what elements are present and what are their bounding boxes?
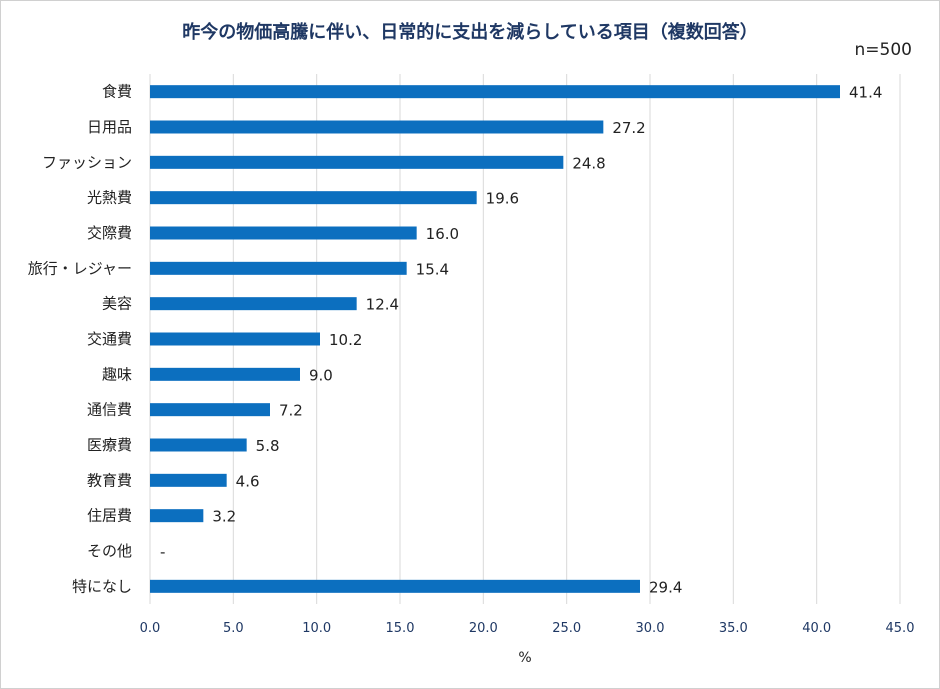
- value-labels: 41.4 27.2 24.8 19.6 16.0 15.4 12.410.2 9.0 7.2 5.…: [160, 84, 882, 597]
- bar: [150, 579, 640, 593]
- x-tick-label: 10.0: [302, 621, 331, 636]
- category-label: 教育費: [87, 471, 132, 489]
- value-label: 10.2: [329, 331, 362, 349]
- value-label: 12.4: [366, 296, 399, 314]
- x-tick-label: 25.0: [552, 621, 581, 636]
- category-label: 美容: [102, 295, 132, 313]
- category-label: 住居費: [87, 507, 132, 525]
- x-tick-labels: 0.0 5.0 10.0 15.0 20.0 25.0 30.0 35.0 40.0 45.0: [140, 621, 915, 636]
- sample-size: n=500: [854, 40, 912, 60]
- x-tick-label: 5.0: [223, 621, 244, 636]
- category-label: 交際費: [87, 224, 132, 242]
- bar: [150, 438, 247, 452]
- value-label: 3.2: [212, 508, 236, 526]
- category-label: その他: [87, 542, 132, 560]
- x-tick-label: 35.0: [719, 621, 748, 636]
- bar: [150, 509, 204, 523]
- category-label: ファッション: [42, 153, 132, 171]
- x-tick-label: 45.0: [886, 621, 915, 636]
- bar: [150, 297, 357, 311]
- x-tick-label: 40.0: [802, 621, 831, 636]
- bar: [150, 191, 477, 205]
- value-label: 19.6: [486, 190, 519, 208]
- value-label: 4.6: [236, 472, 260, 490]
- value-label: 5.8: [256, 437, 280, 455]
- category-label: 光熱費: [87, 189, 132, 207]
- chart-title: 昨今の物価高騰に伴い、日常的に支出を減らしている項目（複数回答）: [182, 22, 758, 43]
- x-tick-label: 20.0: [469, 621, 498, 636]
- category-label: 旅行・レジャー: [28, 259, 132, 277]
- bar: [150, 85, 840, 99]
- value-label: 41.4: [849, 84, 882, 102]
- category-label: 交通費: [87, 330, 132, 348]
- value-label: 24.8: [572, 154, 605, 172]
- value-label: -: [160, 543, 165, 561]
- value-label: 29.4: [649, 578, 682, 596]
- category-label: 特になし: [72, 577, 132, 595]
- value-label: 7.2: [279, 402, 303, 420]
- x-tick-label: 15.0: [386, 621, 415, 636]
- value-label: 16.0: [426, 225, 459, 243]
- category-label: 日用品: [87, 118, 132, 136]
- category-label: 食費: [102, 83, 132, 101]
- category-label: 医療費: [87, 436, 132, 454]
- category-label: 趣味: [102, 365, 132, 383]
- bar: [150, 473, 227, 487]
- x-tick-label: 30.0: [636, 621, 665, 636]
- bar: [150, 403, 270, 417]
- bar: [150, 120, 604, 134]
- x-axis-label: %: [518, 650, 531, 666]
- bar: [150, 261, 407, 275]
- x-tick-label: 0.0: [140, 621, 161, 636]
- category-labels: 食費日用品ファッション光熱費交際費旅行・レジャー美容交通費趣味通信費医療費教育費…: [28, 83, 132, 596]
- value-label: 15.4: [416, 260, 449, 278]
- bars: [150, 85, 840, 593]
- value-label: 27.2: [612, 119, 645, 137]
- bar: [150, 332, 320, 346]
- bar: [150, 226, 417, 240]
- category-label: 通信費: [87, 401, 132, 419]
- bar: [150, 155, 564, 169]
- bar: [150, 367, 300, 381]
- value-label: 9.0: [309, 366, 333, 384]
